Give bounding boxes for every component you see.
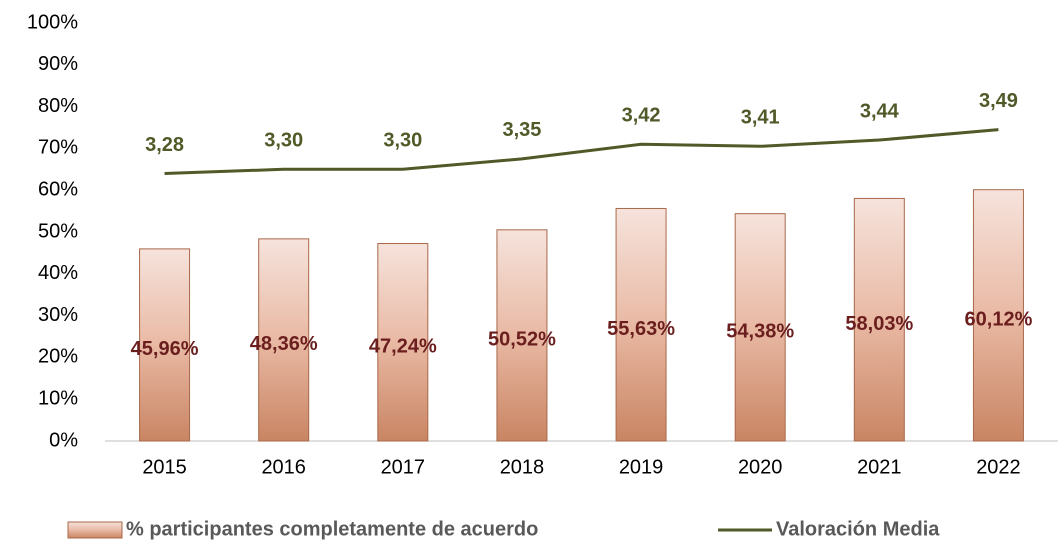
bar: [972, 189, 1024, 442]
bar-value-label: 47,24%: [369, 336, 437, 358]
bar: [258, 238, 310, 442]
bar: [139, 248, 191, 442]
line-value-label: 3,41: [741, 107, 780, 129]
x-tick-label: 2018: [500, 456, 545, 478]
bar: [496, 229, 548, 442]
y-tick-label: 30%: [38, 304, 78, 326]
line-value-label: 3,49: [979, 90, 1018, 112]
bar-value-label: 50,52%: [488, 329, 556, 351]
y-tick-label: 0%: [49, 429, 78, 451]
line: [164, 128, 999, 175]
line-value-label: 3,35: [502, 119, 541, 141]
line-value-label: 3,30: [383, 130, 422, 152]
y-tick-label: 80%: [38, 95, 78, 117]
x-tick-label: 2015: [142, 456, 187, 478]
y-tick-label: 40%: [38, 262, 78, 284]
x-tick-label: 2020: [738, 456, 783, 478]
x-tick-label: 2019: [619, 456, 664, 478]
bar-value-label: 45,96%: [131, 338, 199, 360]
y-tick-label: 10%: [38, 387, 78, 409]
bar-value-label: 54,38%: [726, 321, 794, 343]
bar: [377, 243, 429, 442]
legend-label: % participantes completamente de acuerdo: [126, 518, 538, 540]
x-tick-label: 2017: [381, 456, 426, 478]
y-tick-label: 90%: [38, 53, 78, 75]
x-tick-label: 2021: [857, 456, 902, 478]
y-tick-label: 100%: [27, 11, 78, 33]
bar-value-label: 58,03%: [845, 313, 913, 335]
y-tick-label: 60%: [38, 178, 78, 200]
x-tick-label: 2016: [261, 456, 306, 478]
bar-value-label: 55,63%: [607, 318, 675, 340]
legend-swatch: [67, 521, 123, 539]
line-value-label: 3,44: [860, 100, 900, 122]
bar-value-label: 48,36%: [250, 333, 318, 355]
bar: [615, 207, 667, 442]
y-tick-label: 50%: [38, 220, 78, 242]
line-value-label: 3,28: [145, 134, 184, 156]
line-value-label: 3,42: [622, 105, 661, 127]
bar: [734, 213, 786, 442]
y-tick-label: 70%: [38, 137, 78, 159]
line-value-label: 3,30: [264, 130, 303, 152]
legend-label: Valoración Media: [776, 518, 940, 540]
x-tick-label: 2022: [976, 456, 1021, 478]
bar: [853, 197, 905, 442]
bar-value-label: 60,12%: [965, 309, 1033, 331]
y-tick-label: 20%: [38, 346, 78, 368]
